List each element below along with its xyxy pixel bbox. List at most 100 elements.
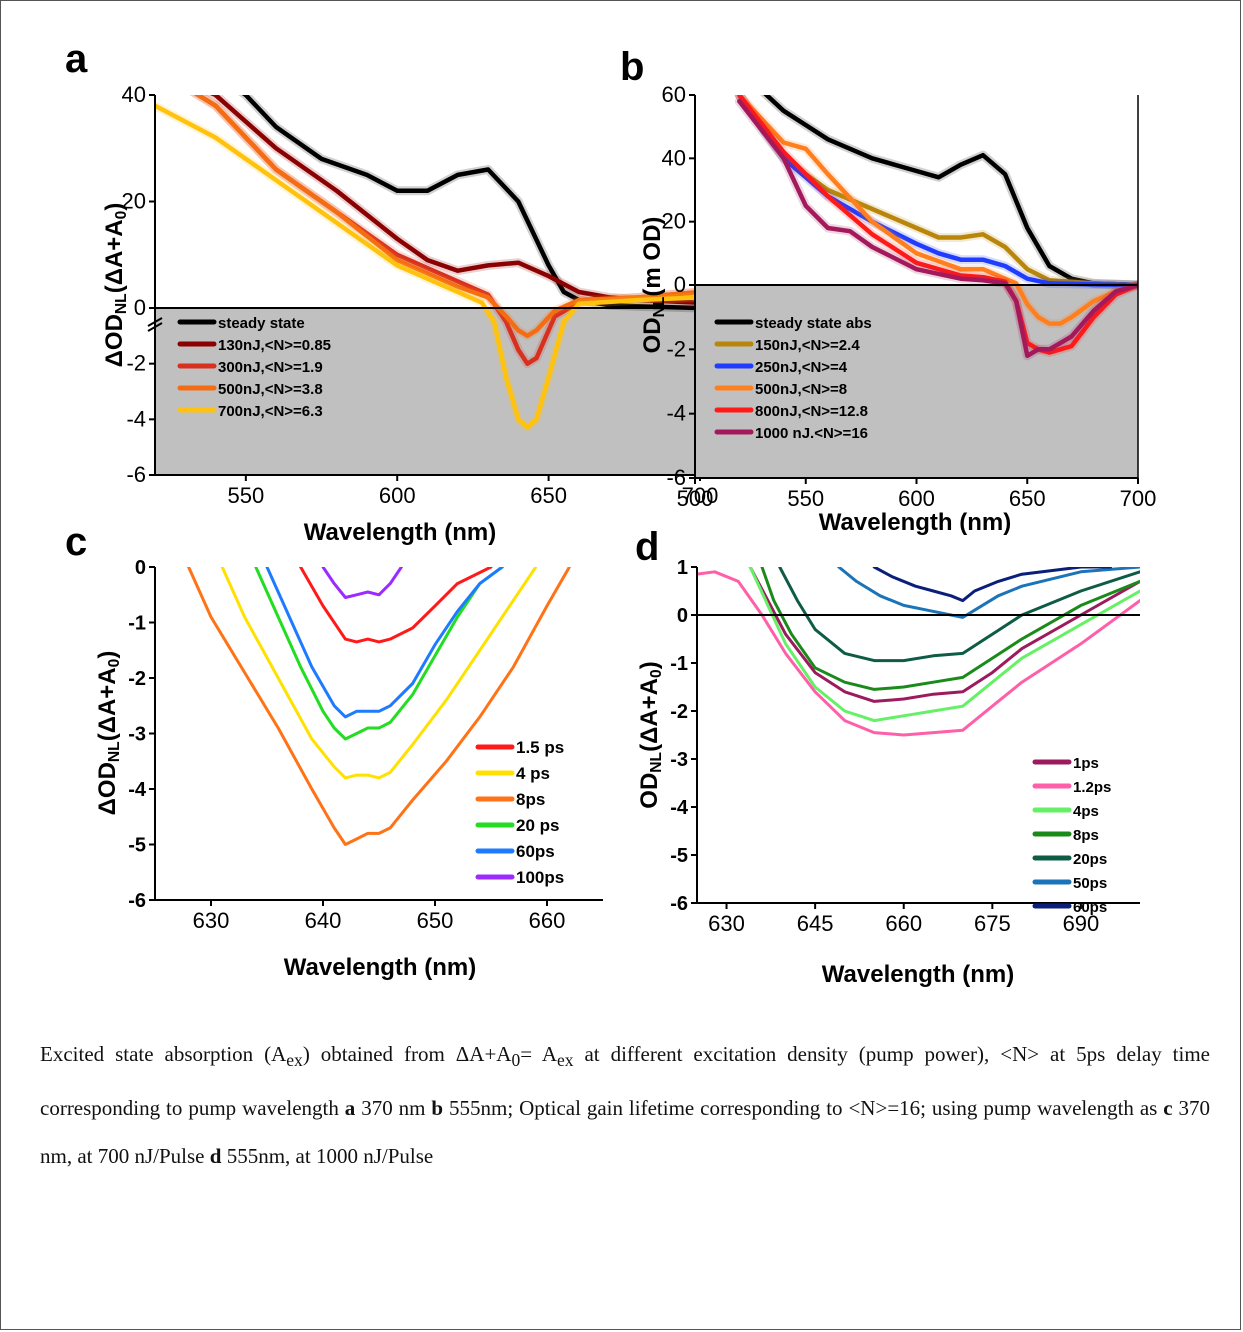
legend-label-1: 130nJ,<N>=0.85 <box>218 337 331 354</box>
series-line-1 <box>737 95 1138 288</box>
legend-label-1: 150nJ,<N>=2.4 <box>755 337 860 354</box>
y-tick-label: -1 <box>670 653 688 675</box>
y-tick-label: -2 <box>128 668 146 690</box>
panel-c: 630 640 650 660 0 -1 -2 -3 -4 -5 -6 Wavelength (nm)… <box>65 520 603 981</box>
y-tick-label: -4 <box>126 406 146 431</box>
x-tick-label: 645 <box>797 911 834 936</box>
y-tick-label: -4 <box>666 401 686 426</box>
x-tick-label: 660 <box>885 911 922 936</box>
series-line-4 <box>155 103 700 430</box>
x-tick-label: 640 <box>305 908 342 933</box>
series-line-4 <box>265 567 504 719</box>
legend-label-4: 800nJ,<N>=12.8 <box>755 403 868 420</box>
svg-text:ODNL(m OD): ODNL(m OD) <box>639 217 668 354</box>
y-tick-label: -2 <box>666 336 686 361</box>
y-tick-label: -6 <box>666 465 686 490</box>
series-line-0 <box>748 567 1140 703</box>
legend-label-2: 4ps <box>1073 803 1099 820</box>
y-tick-label: 0 <box>674 272 686 297</box>
series-line-5 <box>837 567 1140 619</box>
x-axis-label: Wavelength (nm) <box>822 961 1014 988</box>
x-tick-label: 660 <box>529 908 566 933</box>
legend-label-1: 4 ps <box>516 764 550 783</box>
series-group <box>734 95 1138 361</box>
y-tick-label: -2 <box>670 701 688 723</box>
x-tick-label: 675 <box>974 911 1011 936</box>
x-axis-label: Wavelength (nm) <box>304 519 496 546</box>
series-line-5 <box>321 567 403 599</box>
panel-a: 550 600 650 700 0 20 40 -2 -4 -6 Wavelength (nm) ΔO… <box>65 37 718 546</box>
series-line-0 <box>763 95 1138 288</box>
caption-text: Excited state absorption (Aex) obtained … <box>40 1042 1211 1169</box>
svg-text:ΔODNL(ΔA+A0): ΔODNL(ΔA+A0) <box>94 651 123 816</box>
legend: steady state 130nJ,<N>=0.85 300nJ,<N>=1.9 5… <box>177 315 331 420</box>
x-axis-label: Wavelength (nm) <box>284 954 476 981</box>
legend-label-5: 100ps <box>516 868 564 887</box>
legend-label-2: 300nJ,<N>=1.9 <box>218 359 323 376</box>
series-line-0 <box>299 567 493 644</box>
y-axis-label: ODNL(m OD) <box>639 217 668 354</box>
legend-label-3: 500nJ,<N>=3.8 <box>218 381 323 398</box>
legend-label-4: 60ps <box>516 842 555 861</box>
x-axis-label: Wavelength (nm) <box>819 509 1011 536</box>
y-tick-label: -3 <box>670 749 688 771</box>
y-tick-label: -5 <box>128 835 146 857</box>
legend-label-2: 8ps <box>516 790 545 809</box>
x-tick-label: 600 <box>898 486 935 511</box>
y-tick-label: 0 <box>677 605 688 627</box>
series-group <box>187 567 571 846</box>
x-tick-label: 550 <box>787 486 824 511</box>
x-tick-label: 600 <box>379 483 416 508</box>
y-tick-label: -4 <box>128 779 147 801</box>
x-tick-label: 700 <box>1120 486 1157 511</box>
y-tick-label: 40 <box>662 145 686 170</box>
series-line-1 <box>697 570 1140 737</box>
legend: 1ps 1.2ps 4ps 8ps 20ps 50ps 60ps <box>1032 755 1111 916</box>
svg-text:ΔODNL(ΔA+A0): ΔODNL(ΔA+A0) <box>101 203 130 368</box>
x-tick-label: 700 <box>682 483 719 508</box>
series-line-2 <box>187 567 571 846</box>
axis-break-mark <box>147 322 163 332</box>
axis-break-mark <box>147 317 163 327</box>
panel-b: 500 550 600 650 700 0 20 40 60 -2 -4 -6 Wavelength (… <box>620 45 1156 536</box>
x-tick-label: 650 <box>530 483 567 508</box>
legend-label-3: 20 ps <box>516 816 559 835</box>
series-line-6 <box>872 567 1112 603</box>
y-axis-label: ΔODNL(ΔA+A0) <box>94 651 123 816</box>
panel-letter-c: c <box>65 520 87 564</box>
shaded-negative-region <box>695 285 1138 478</box>
legend-label-4: 700nJ,<N>=6.3 <box>218 403 323 420</box>
series-group <box>697 567 1140 737</box>
y-axis-label: ODNL(ΔA+A0) <box>636 661 665 808</box>
x-tick-label: 500 <box>677 486 714 511</box>
legend-label-0: steady state abs <box>755 315 872 332</box>
panel-letter-d: d <box>635 525 659 569</box>
x-tick-label: 630 <box>193 908 230 933</box>
series-line-2 <box>748 567 1140 723</box>
shaded-negative-region <box>155 308 700 475</box>
legend: steady state abs 150nJ,<N>=2.4 250nJ,<N>=4… <box>714 315 872 442</box>
legend-label-0: 1.5 ps <box>516 738 564 757</box>
legend-label-2: 250nJ,<N>=4 <box>755 359 848 376</box>
panel-letter-a: a <box>65 37 88 81</box>
y-tick-label: -3 <box>128 724 146 746</box>
y-tick-label: 40 <box>122 82 146 107</box>
y-tick-label: 1 <box>677 557 688 579</box>
x-tick-label: 690 <box>1063 911 1100 936</box>
x-tick-label: 630 <box>708 911 745 936</box>
svg-text:ODNL(ΔA+A0): ODNL(ΔA+A0) <box>636 661 665 808</box>
x-tick-label: 550 <box>227 483 264 508</box>
x-tick-label: 650 <box>417 908 454 933</box>
legend-label-5: 50ps <box>1073 875 1107 892</box>
legend-label-4: 20ps <box>1073 851 1107 868</box>
x-tick-label: 650 <box>1009 486 1046 511</box>
legend-label-0: steady state <box>218 315 305 332</box>
legend-label-3: 8ps <box>1073 827 1099 844</box>
legend-label-6: 60ps <box>1073 899 1107 916</box>
y-tick-label: -6 <box>126 462 146 487</box>
y-tick-label: 60 <box>662 82 686 107</box>
y-tick-label: 20 <box>122 189 146 214</box>
legend-label-5: 1000 nJ.<N>=16 <box>755 425 868 442</box>
y-tick-label: -5 <box>670 845 688 867</box>
